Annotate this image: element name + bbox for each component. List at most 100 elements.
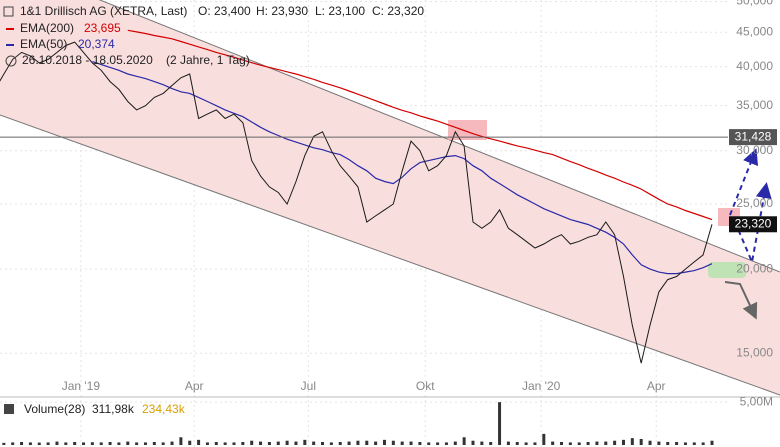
volume-bar: [427, 442, 431, 445]
volume-bar: [657, 441, 661, 445]
volume-bar: [391, 440, 395, 445]
arrow: [724, 281, 758, 320]
arrow: [734, 182, 772, 266]
volume-bar: [329, 442, 333, 445]
ema-line: [127, 29, 713, 221]
volume-bar: [418, 442, 422, 445]
y-tick-label: 15,000: [736, 345, 773, 359]
volume-bar: [560, 442, 564, 445]
legend-name: EMA(50): [20, 37, 67, 51]
x-tick-label: Jan '20: [522, 379, 561, 393]
volume-bar: [480, 441, 484, 445]
volume-bar: [568, 442, 572, 445]
y-tick-label: 25,000: [736, 196, 773, 210]
volume-bar: [506, 441, 510, 445]
legend-value: 20,374: [78, 37, 115, 51]
volume-bar: [294, 441, 298, 445]
volume-bar: [37, 442, 41, 445]
volume-bar: [374, 441, 378, 445]
volume-bar: [223, 442, 227, 445]
volume-bar: [462, 437, 466, 445]
support-box: [708, 262, 746, 278]
volume-bar: [710, 440, 714, 445]
volume-bar: [161, 442, 165, 445]
volume-bar: [99, 442, 103, 445]
volume-bar: [365, 440, 369, 445]
volume-average: 234,43k: [142, 402, 186, 416]
volume-bar: [11, 442, 15, 445]
period: 26.10.2018 - 18.05.2020: [22, 53, 153, 67]
volume-bar: [524, 442, 528, 445]
ohlc-close: C: 23,320: [372, 4, 424, 18]
header: 1&1 Drillisch AG (XETRA, Last) O: 23,400…: [3, 4, 424, 416]
volume-bar: [515, 442, 519, 445]
y-tick-label: 35,000: [736, 98, 773, 112]
volume-bar: [241, 442, 245, 445]
price-label: 23,320: [735, 216, 772, 230]
volume-bar: [666, 442, 670, 445]
volume-bar: [683, 442, 687, 445]
price-line: [0, 41, 713, 364]
volume-bar: [170, 441, 174, 445]
volume-bar: [188, 440, 192, 445]
volume-bar: [356, 440, 360, 445]
ema-line: [92, 61, 713, 275]
volume-bar: [648, 440, 652, 445]
volume-bar: [152, 442, 156, 445]
volume-bar: [675, 442, 679, 445]
volume-bar: [577, 442, 581, 445]
volume-bar: [533, 442, 537, 445]
volume-bar: [303, 439, 307, 445]
volume-bar: [621, 439, 625, 445]
ohlc-high: H: 23,930: [256, 4, 308, 18]
volume-bar: [197, 439, 201, 445]
volume-bar: [551, 441, 555, 445]
ohlc-low: L: 23,100: [315, 4, 365, 18]
price-label-box: [729, 129, 777, 146]
volume-bar: [232, 442, 236, 445]
volume-bar: [498, 402, 502, 445]
x-tick-label: Jul: [301, 379, 316, 393]
volume-bar: [55, 441, 59, 445]
y-tick-label: 50,000: [736, 0, 773, 8]
x-tick-label: Apr: [647, 379, 666, 393]
x-tick-label: Apr: [185, 379, 204, 393]
volume-bar: [586, 442, 590, 445]
volume-bar: [90, 442, 94, 445]
volume-bar: [312, 441, 316, 445]
volume-bar: [347, 441, 351, 445]
volume-bar: [73, 442, 77, 445]
y-tick-label: 45,000: [736, 24, 773, 38]
volume-bar: [604, 441, 608, 445]
volume-bar: [382, 439, 386, 445]
volume-bar: [214, 442, 218, 445]
volume-bar: [64, 442, 68, 445]
channel-upper: [98, 0, 780, 273]
icon: [5, 55, 17, 67]
volume-bar: [285, 440, 289, 445]
volume-bar: [259, 441, 263, 445]
volume-bar: [542, 433, 546, 445]
y-tick-label: 5,00M: [740, 394, 773, 408]
volume-bar: [117, 442, 121, 445]
volume-bar: [489, 442, 493, 445]
channel-lower: [0, 114, 780, 396]
volume-bar: [28, 442, 32, 445]
volume-bar: [2, 442, 6, 445]
volume-bar: [436, 442, 440, 445]
volume-value: 311,98k: [92, 402, 135, 416]
volume-bar: [82, 442, 86, 445]
price-label-box: [729, 216, 777, 233]
volume-bar: [276, 441, 280, 445]
volume-bar: [639, 439, 643, 445]
y-tick-label: 30,000: [736, 143, 773, 157]
y-tick-label: 40,000: [736, 59, 773, 73]
volume-bar: [595, 441, 599, 445]
volume-title: Volume(28): [24, 402, 85, 416]
volume-bar: [20, 442, 24, 445]
volume-bar: [126, 441, 130, 445]
volume-bar: [250, 440, 254, 445]
volume-bar: [108, 442, 112, 445]
volume-bar: [692, 442, 696, 445]
icon: [4, 404, 14, 414]
